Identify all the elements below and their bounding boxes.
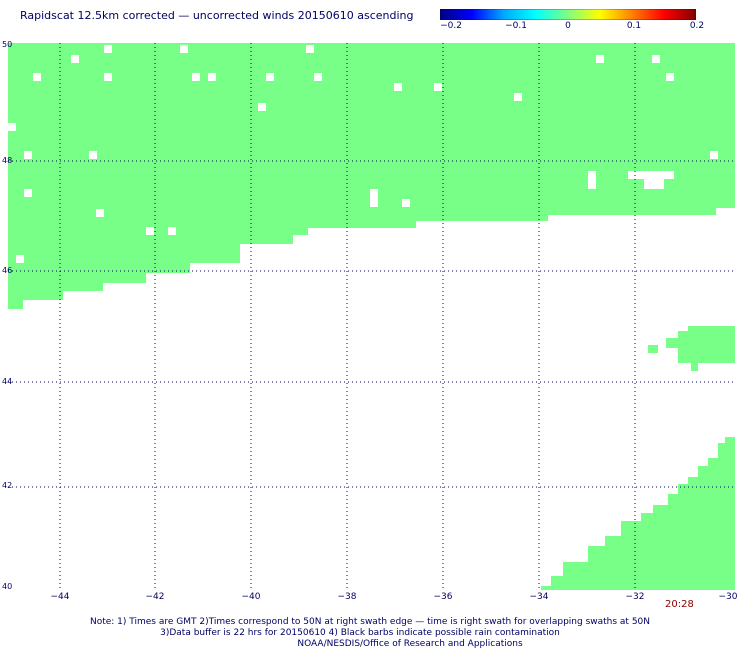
north-swath [8,43,735,309]
colorbar-tick-label: −0.2 [440,21,462,31]
east-swath-patch [666,317,735,371]
colorbar-tick-label: 0.1 [626,21,642,31]
map-title: Rapidscat 12.5km corrected — uncorrected… [20,9,414,22]
colorbar-tick-label: −0.1 [505,21,527,31]
colorbar-tick-label: 0.2 [689,21,705,31]
lon-label-38w: −38 [337,592,357,602]
wind-swath [8,43,735,590]
wind-map [8,43,735,590]
colorbar [440,9,696,20]
note-line-3: NOAA/NESDIS/Office of Research and Appli… [297,639,523,649]
south-swath [541,437,735,590]
lat-label-44: 44 [2,377,13,386]
lat-label-40: 40 [2,582,13,591]
swath-time-label: 20:28 [665,599,694,610]
east-swath-cell [648,345,658,353]
lat-label-48: 48 [2,156,13,165]
note-line-1: Note: 1) Times are GMT 2)Times correspon… [89,617,651,627]
lon-label-42w: −42 [145,592,165,602]
note-line-2: 3)Data buffer is 22 hrs for 20150610 4) … [160,628,560,638]
lon-label-44w: −44 [50,592,70,602]
lat-label-46: 46 [2,266,13,275]
colorbar-tick-label: 0 [565,21,571,31]
missing-data-cells [8,45,718,263]
lon-label-40w: −40 [241,592,261,602]
lat-label-42: 42 [2,481,13,490]
lon-label-32w: −32 [625,592,645,602]
lon-label-34w: −34 [529,592,549,602]
lat-label-50: 50 [2,40,13,49]
lon-label-30w: −30 [718,592,738,602]
lon-label-36w: −36 [433,592,453,602]
